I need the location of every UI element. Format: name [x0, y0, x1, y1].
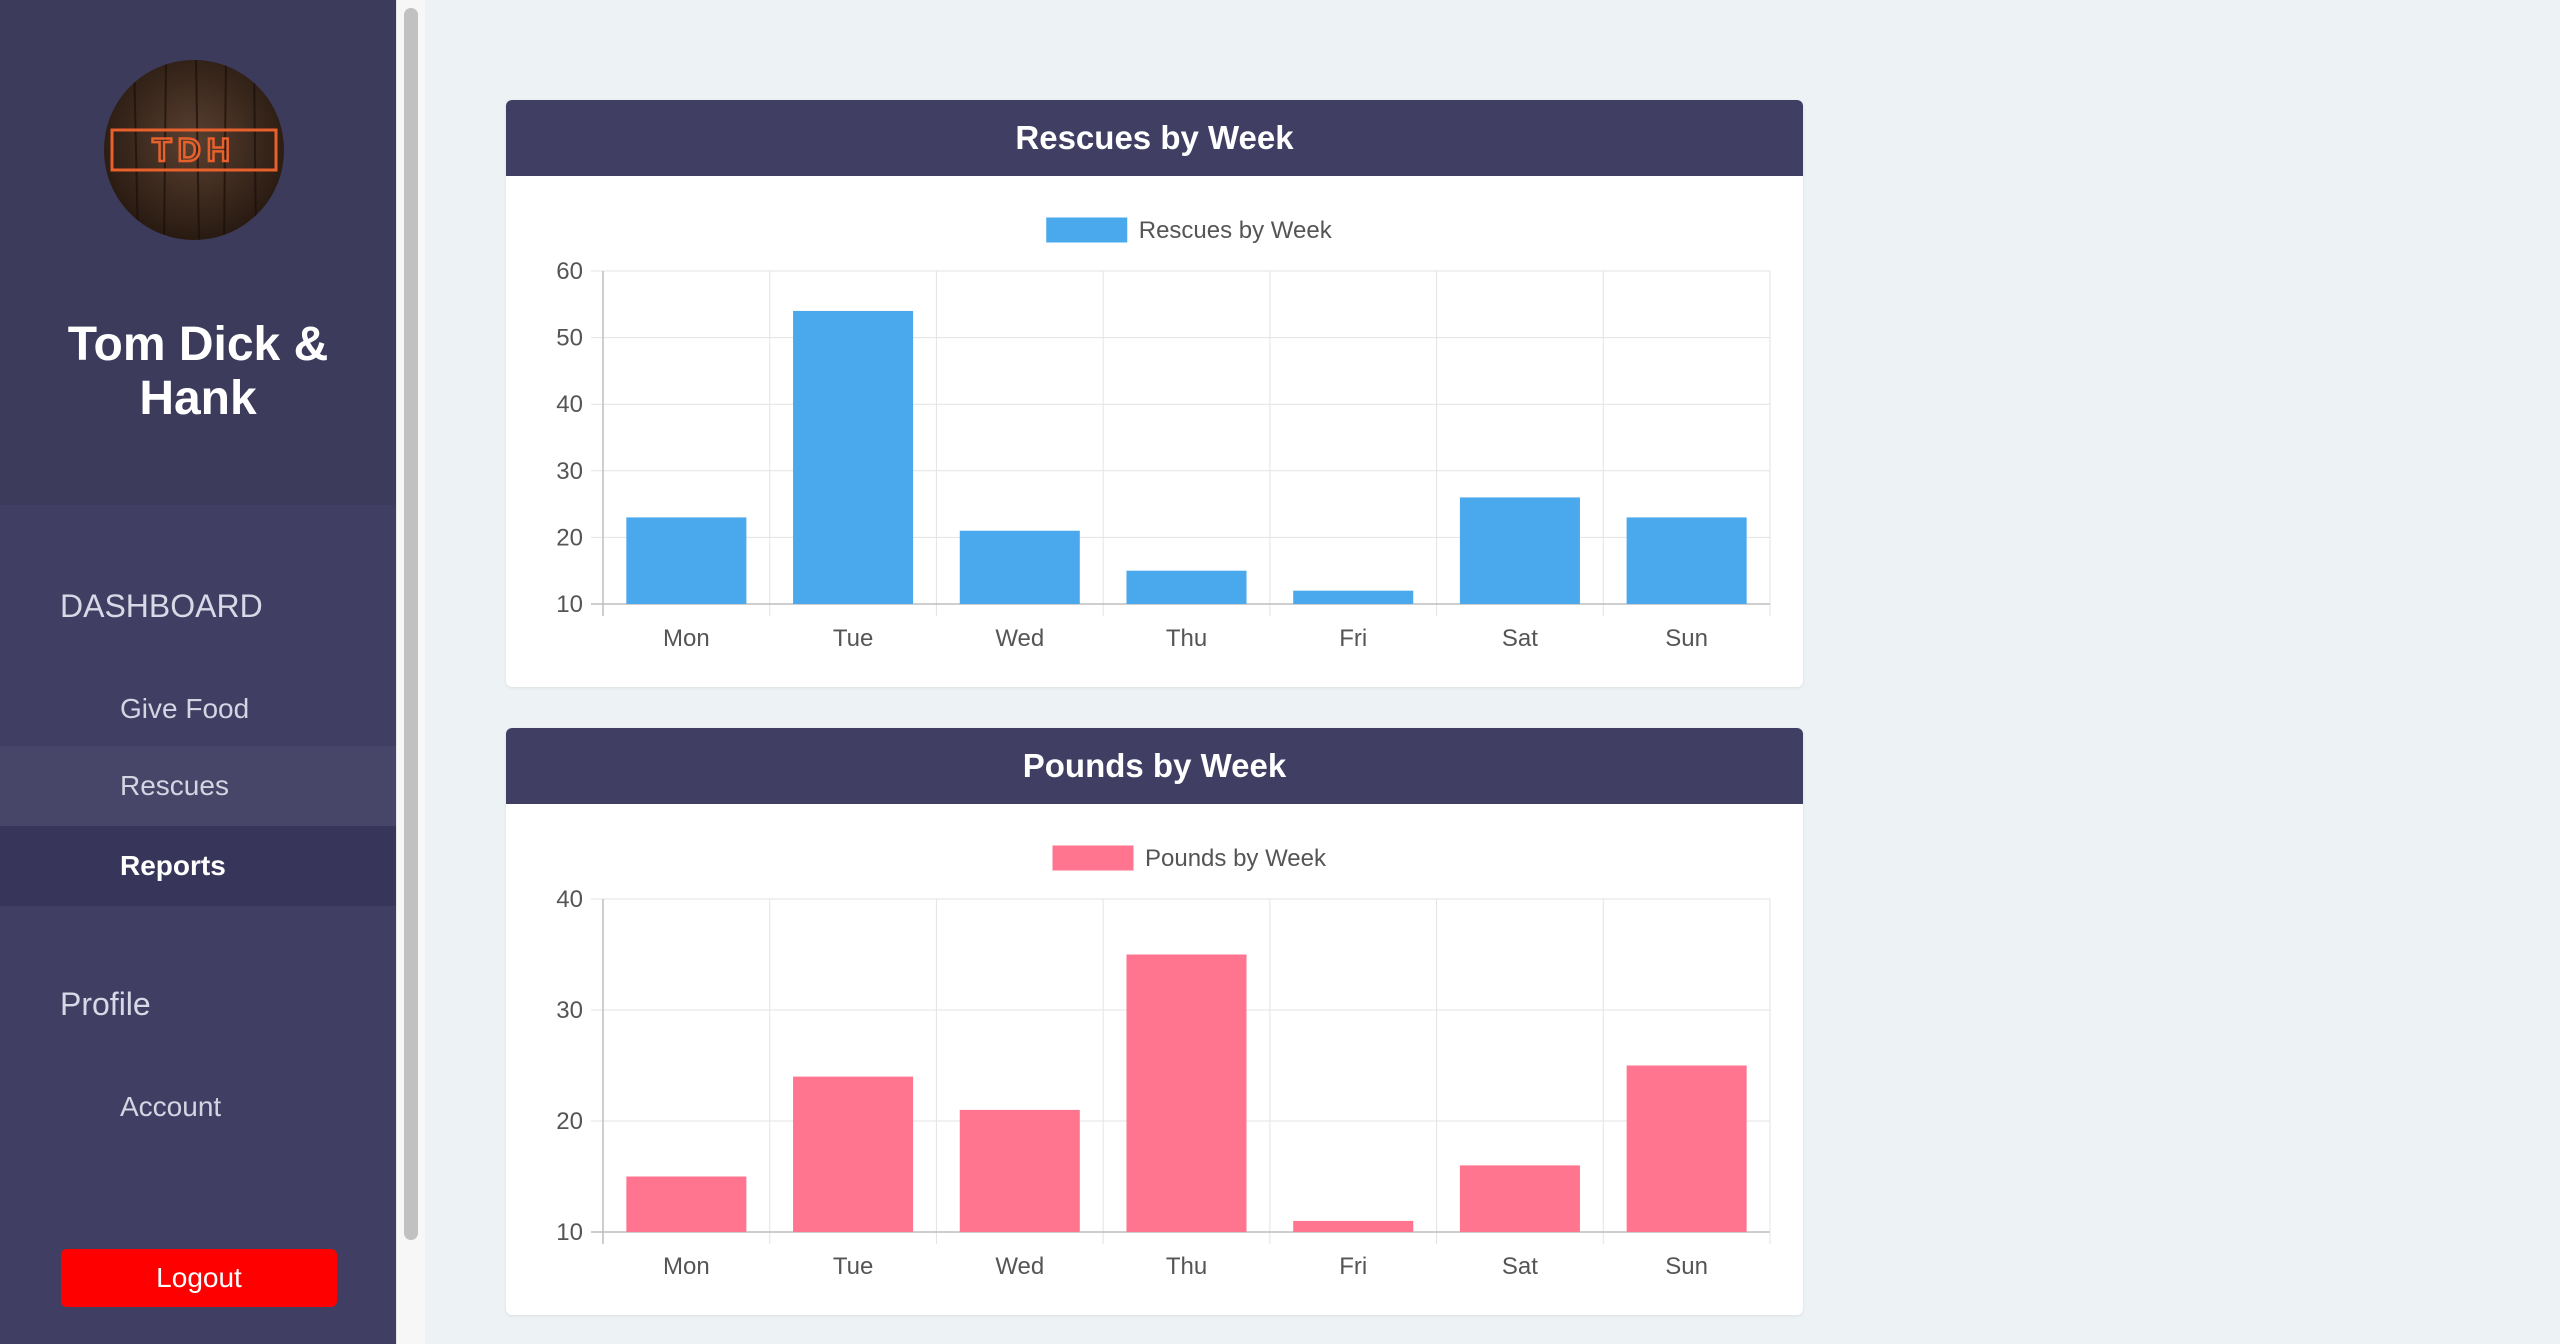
x-tick-label: Fri	[1339, 1253, 1367, 1280]
rescues-chart-title: Rescues by Week	[506, 100, 1803, 176]
nav-item-give-food[interactable]: Give Food	[120, 693, 250, 724]
legend-label: Rescues by Week	[1139, 217, 1333, 244]
sidebar: TDH Tom Dick & Hank DASHBOARD Give Food …	[0, 0, 396, 1344]
bar-mon[interactable]	[626, 517, 747, 604]
bar-sun[interactable]	[1626, 517, 1747, 604]
bar-sun[interactable]	[1626, 1065, 1747, 1233]
y-tick-label: 30	[556, 997, 583, 1024]
y-tick-label: 60	[556, 258, 583, 285]
nav-item-reports[interactable]: Reports	[0, 826, 396, 906]
legend-swatch	[1046, 217, 1128, 243]
y-tick-label: 50	[556, 325, 583, 352]
x-tick-label: Sat	[1502, 1253, 1538, 1280]
bar-thu[interactable]	[1126, 570, 1247, 604]
pounds-bar-chart: Pounds by Week 10 20 30 40 Mon Tue Wed Thu Fri Sat…	[556, 845, 1771, 1280]
x-tick-label: Tue	[833, 1253, 873, 1280]
logo-text: TDH	[152, 132, 236, 168]
sidebar-header: TDH Tom Dick & Hank	[0, 0, 396, 505]
y-tick-label: 10	[556, 1219, 583, 1246]
x-tick-label: Thu	[1166, 625, 1207, 652]
y-tick-label: 10	[556, 591, 583, 618]
legend-swatch	[1052, 845, 1134, 871]
pounds-chart-title: Pounds by Week	[506, 728, 1803, 804]
x-tick-label: Sun	[1665, 1253, 1708, 1280]
scrollbar-thumb[interactable]	[404, 8, 418, 1240]
bar-wed[interactable]	[959, 530, 1080, 604]
bar-tue[interactable]	[793, 310, 914, 604]
dashboard-section-label: DASHBOARD	[60, 588, 263, 624]
y-tick-label: 20	[556, 1108, 583, 1135]
x-tick-label: Fri	[1339, 625, 1367, 652]
y-tick-label: 20	[556, 524, 583, 551]
profile-section-label: Profile	[60, 986, 151, 1022]
x-tick-label: Thu	[1166, 1253, 1207, 1280]
bar-mon[interactable]	[626, 1176, 747, 1233]
pounds-chart-card: Pounds by Week Pounds by Week 10 20 30 40 Mon…	[506, 728, 1803, 1315]
bar-thu[interactable]	[1126, 954, 1247, 1233]
y-tick-label: 40	[556, 391, 583, 418]
x-tick-label: Mon	[663, 1253, 710, 1280]
bar-wed[interactable]	[959, 1109, 1080, 1232]
bar-sat[interactable]	[1459, 497, 1580, 604]
bar-tue[interactable]	[793, 1076, 914, 1232]
rescues-bar-chart: Rescues by Week 10 20 30 40 50 60 Mon Tue Wed Thu F…	[556, 217, 1771, 652]
x-tick-label: Mon	[663, 625, 710, 652]
x-tick-label: Sun	[1665, 625, 1708, 652]
brand-name: Tom Dick & Hank	[67, 318, 329, 425]
y-tick-label: 30	[556, 458, 583, 485]
nav-item-account[interactable]: Account	[120, 1091, 222, 1122]
x-tick-label: Tue	[833, 625, 873, 652]
x-tick-label: Sat	[1502, 625, 1538, 652]
brand-logo: TDH	[104, 60, 284, 240]
chart-legend[interactable]: Rescues by Week	[1046, 217, 1333, 244]
x-tick-label: Wed	[995, 1253, 1044, 1280]
rescues-chart-card: Rescues by Week Rescues by Week 10 20 30 40 5…	[506, 100, 1803, 687]
bar-fri[interactable]	[1293, 590, 1414, 604]
legend-label: Pounds by Week	[1145, 845, 1327, 872]
y-tick-label: 40	[556, 886, 583, 913]
nav-item-rescues[interactable]: Rescues	[0, 746, 396, 826]
chart-legend[interactable]: Pounds by Week	[1052, 845, 1327, 872]
logout-button[interactable]: Logout	[61, 1249, 337, 1307]
bar-sat[interactable]	[1459, 1165, 1580, 1232]
bar-fri[interactable]	[1293, 1220, 1414, 1232]
x-tick-label: Wed	[995, 625, 1044, 652]
